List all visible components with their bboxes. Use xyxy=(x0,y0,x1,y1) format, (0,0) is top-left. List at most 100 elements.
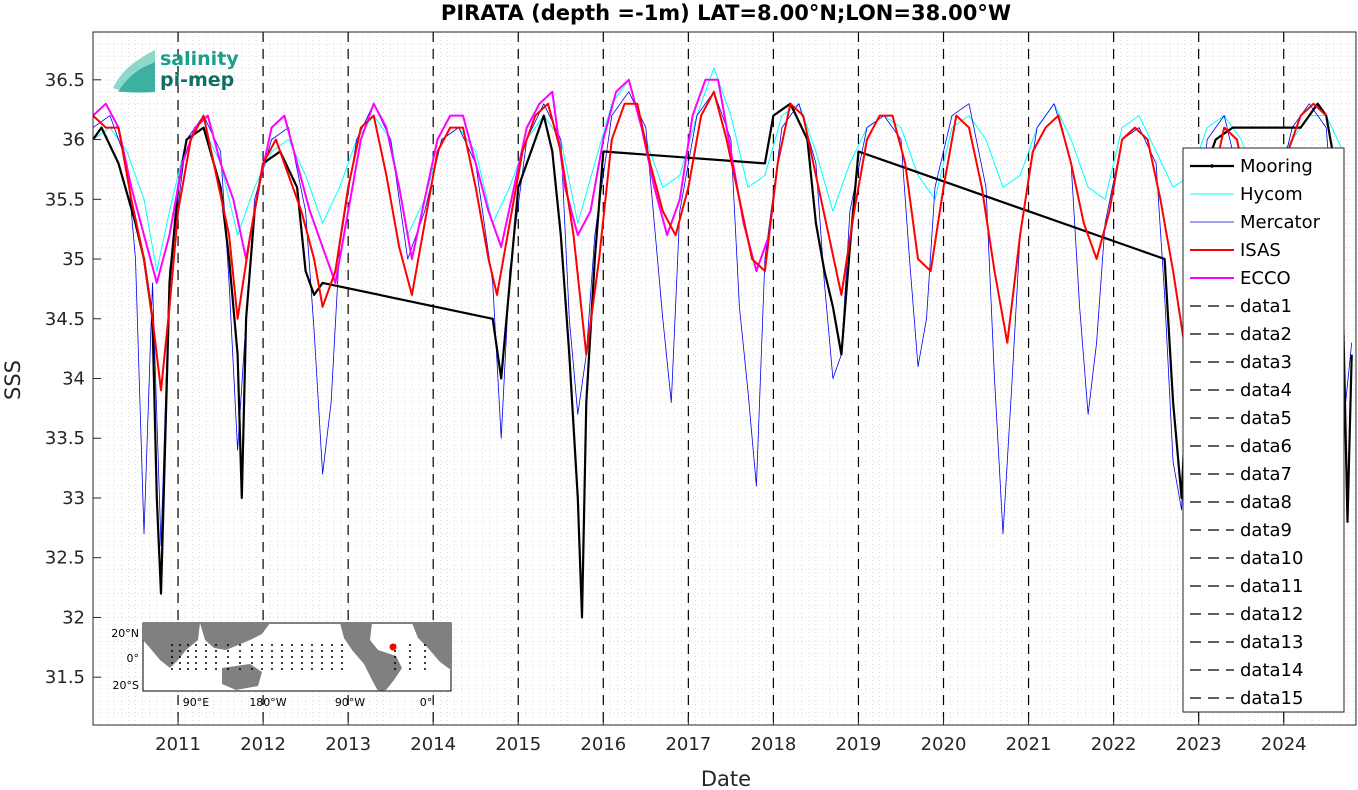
inset-map-dot xyxy=(171,668,173,670)
y-axis-label: SSS xyxy=(1,360,25,400)
inset-map-dot xyxy=(301,656,303,658)
x-tick-label: 2022 xyxy=(1091,734,1137,755)
inset-map-dot xyxy=(394,662,396,664)
legend-marker-mooring xyxy=(1210,164,1214,168)
inset-map-dot xyxy=(227,650,229,652)
inset-map-dot xyxy=(187,662,189,664)
inset-map-dot xyxy=(424,662,426,664)
inset-map-dot xyxy=(205,656,207,658)
x-tick-label: 2019 xyxy=(836,734,882,755)
inset-map-land-australia xyxy=(222,664,262,690)
legend-label-hycom: Hycom xyxy=(1240,184,1303,205)
inset-map-dot xyxy=(251,662,253,664)
inset-map-dot xyxy=(341,656,343,658)
inset-map-dot xyxy=(251,644,253,646)
legend-label-data12: data12 xyxy=(1240,604,1303,625)
inset-map-dot xyxy=(195,650,197,652)
inset-map-dot xyxy=(331,662,333,664)
x-tick-label: 2023 xyxy=(1176,734,1222,755)
inset-map-dot xyxy=(179,668,181,670)
inset-map-dot xyxy=(301,650,303,652)
x-tick-label: 2016 xyxy=(580,734,626,755)
inset-map-dot xyxy=(331,650,333,652)
inset-map-dot xyxy=(424,668,426,670)
legend-label-data10: data10 xyxy=(1240,548,1303,569)
inset-map-dot xyxy=(239,662,241,664)
inset-lon-label-90e: 90°E xyxy=(183,696,209,709)
legend: Mooring Hycom Mercator ISAS ECCO data1 data2 da… xyxy=(1182,147,1345,713)
inset-map-dot xyxy=(227,668,229,670)
y-tick-label: 34.5 xyxy=(45,309,85,330)
inset-map-dot xyxy=(261,650,263,652)
inset-map-dot xyxy=(239,650,241,652)
inset-lon-label-90w: 90°W xyxy=(335,696,365,709)
y-tick-label: 33 xyxy=(62,488,85,509)
inset-lat-label-20s: 20°S xyxy=(113,679,139,692)
inset-map-dot xyxy=(311,668,313,670)
logo-line2: pi-mep xyxy=(160,69,234,91)
inset-map-dot xyxy=(424,656,426,658)
x-tick-label: 2011 xyxy=(155,734,201,755)
inset-map-dot xyxy=(301,668,303,670)
inset-map-dot xyxy=(331,656,333,658)
inset-map-dot xyxy=(227,662,229,664)
inset-map-dot xyxy=(291,656,293,658)
inset-map-dot xyxy=(341,662,343,664)
legend-label-data13: data13 xyxy=(1240,632,1303,653)
inset-map-dot xyxy=(195,668,197,670)
inset-map-dot xyxy=(171,656,173,658)
inset-map-dot xyxy=(215,662,217,664)
inset-lat-label-0: 0° xyxy=(127,652,140,665)
inset-map-dot xyxy=(261,656,263,658)
inset-map-dot xyxy=(205,644,207,646)
inset-map-dot xyxy=(179,656,181,658)
x-tick-label: 2013 xyxy=(325,734,371,755)
inset-map-dot xyxy=(215,644,217,646)
legend-label-data9: data9 xyxy=(1240,520,1292,541)
inset-map-dot xyxy=(281,662,283,664)
y-axis-ticks: 31.5 32 32.5 33 33.5 34 34.5 35 35.5 36 36.5 xyxy=(45,70,101,688)
inset-map-dot xyxy=(179,662,181,664)
inset-map-dot xyxy=(331,644,333,646)
inset-map-dot xyxy=(215,668,217,670)
plot-area xyxy=(93,32,1356,725)
inset-map-dot xyxy=(291,650,293,652)
salinity-pimep-logo: salinity pi-mep xyxy=(113,48,239,93)
inset-map-dot xyxy=(341,668,343,670)
inset-map-dot xyxy=(301,644,303,646)
y-tick-label: 33.5 xyxy=(45,428,85,449)
inset-map-mooring-dots xyxy=(171,644,426,670)
inset-map-dot xyxy=(311,644,313,646)
inset-map-dot xyxy=(239,644,241,646)
inset-map-dot xyxy=(195,662,197,664)
x-tick-label: 2024 xyxy=(1261,734,1307,755)
y-tick-label: 35.5 xyxy=(45,189,85,210)
x-axis-ticks: 2011 2012 2013 2014 2015 2016 2017 2018 2019 2020… xyxy=(155,717,1307,755)
inset-map-dot xyxy=(187,650,189,652)
inset-map-dot xyxy=(205,650,207,652)
inset-map-dot xyxy=(227,656,229,658)
inset-map-dot xyxy=(424,644,426,646)
logo-line1: salinity xyxy=(160,48,239,70)
inset-map-dot xyxy=(271,644,273,646)
inset-map-dot xyxy=(409,656,411,658)
inset-map-dot xyxy=(187,656,189,658)
x-tick-label: 2020 xyxy=(921,734,967,755)
inset-map-dot xyxy=(251,668,253,670)
legend-label-data14: data14 xyxy=(1240,660,1303,681)
inset-map-dot xyxy=(187,644,189,646)
legend-label-data15: data15 xyxy=(1240,688,1303,709)
inset-lon-label-0: 0° xyxy=(420,696,433,709)
inset-map-dot xyxy=(271,668,273,670)
inset-map-dot xyxy=(205,668,207,670)
inset-map-dot xyxy=(291,668,293,670)
inset-lat-label-20n: 20°N xyxy=(111,627,139,640)
inset-map-dot xyxy=(271,662,273,664)
y-tick-label: 32 xyxy=(62,607,85,628)
inset-map-dot xyxy=(281,644,283,646)
series-line-ecco xyxy=(92,78,771,284)
inset-map-dot xyxy=(227,644,229,646)
y-tick-label: 34 xyxy=(62,369,85,390)
y-tick-label: 36 xyxy=(62,130,85,151)
inset-map-dot xyxy=(171,662,173,664)
